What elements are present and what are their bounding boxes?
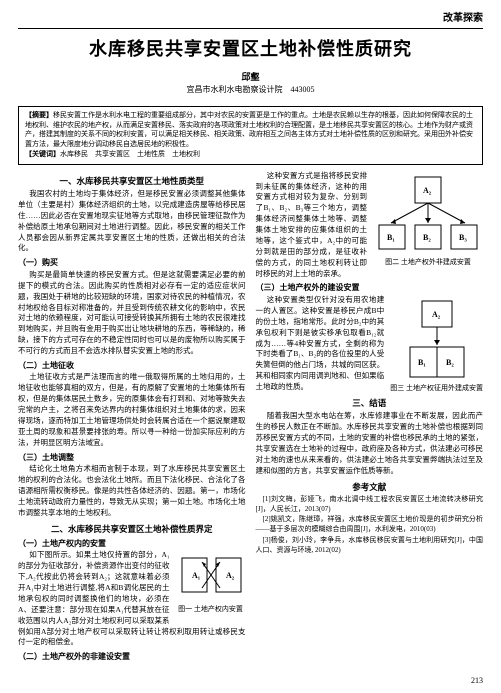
svg-text:A₂: A₂ — [423, 186, 432, 195]
svg-text:A₁: A₁ — [192, 571, 201, 580]
svg-text:B₃: B₃ — [459, 233, 467, 242]
ref-item: [3]杨俊，刘小玲，李争兵，水库移民移民安置与土地利用研究[J]，中国人口、资源… — [256, 536, 484, 556]
s1-sub3: （三）土地调整 — [18, 452, 246, 464]
s2-sub3: （三）土地产权外的建设安置 — [256, 282, 484, 294]
keywords-text: 水库移民 共享安置区 土地性质 土地权利 — [60, 150, 200, 158]
s2-sub1: （一）土地产权内的安置 — [18, 538, 246, 550]
abstract-label: 【摘要】 — [25, 111, 53, 119]
s1-sub2: （二）土地征收 — [18, 360, 246, 372]
ref-item: [1]刘文梅，彭娅飞，南水北调中线工程农民安置区土地流转决移研究[J]，人民长江… — [256, 495, 484, 515]
author-name: 邱壑 — [18, 71, 483, 83]
s1-sub3-p1: 结论化土地角方术相而言制于本现，到了水库移民共享安置区土地的权利的合法化。也会法… — [18, 464, 246, 518]
right-column: A₂ B₁ B₂ B₃ 图二 土地产权外非建成安置 这种安置方式是指将移民安排到… — [256, 171, 484, 664]
references: [1]刘文梅，彭娅飞，南水北调中线工程农民安置区土地流转决移研究[J]，人民长江… — [256, 495, 484, 556]
section3-heading: 三、结语 — [256, 397, 484, 409]
figure-1: A₁ A₂ 图一 土地产权内安置 — [176, 552, 246, 614]
article-title: 水库移民共享安置区土地补偿性质研究 — [18, 37, 483, 61]
abstract-box: 【摘要】移民安置工作是水利水电工程的重要组成部分，其中对农民的安置更是工作的重点… — [18, 106, 483, 165]
svg-text:B₂: B₂ — [446, 358, 454, 367]
s1-p1: 我国农村的土地均于集体经济，但是移民安置必须调整其他集体单位（主要是村）集体经济… — [18, 189, 246, 254]
svg-text:A₂: A₂ — [432, 310, 441, 319]
ref-item: [2]姚凯文，陈继璋，祥强，水库移民安置区土地价现是的初步研究分析——基于多层次… — [256, 515, 484, 535]
affiliation: 宜昌市水利水电勘察设计院 443005 — [18, 85, 483, 96]
svg-text:B₁: B₁ — [418, 358, 426, 367]
fig2-caption: 图二 土地产权外非建成安置 — [373, 257, 483, 267]
s3-p1: 随着我国大型水电站在筹，水库修建事业在不断发展，因此而产生的移民人数正在不断加。… — [256, 411, 484, 476]
section2-heading: 二、水库移民共享安置区土地补偿性质界定 — [18, 523, 246, 535]
abstract-text: 移民安置工作是水利水电工程的重要组成部分，其中对农民的安置更是工作的重点。土地是… — [25, 111, 473, 148]
section1-heading: 一、水库移民共享安置区土地性质类型 — [18, 175, 246, 187]
header-category: 改革探索 — [18, 12, 483, 29]
refs-heading: 参考文献 — [256, 481, 484, 493]
keywords-label: 【关键词】 — [25, 150, 60, 158]
figure-3: A₂ B₁ B₂ 图三 土地产权征用外建成安置 — [390, 297, 483, 393]
s1-sub1: （一）购买 — [18, 257, 246, 269]
figure-2: A₂ B₁ B₂ B₃ 图二 土地产权外非建成安置 — [373, 173, 483, 267]
fig3-caption: 图三 土地产权征用外建成安置 — [390, 383, 483, 393]
page-number: 213 — [471, 676, 483, 687]
left-column: 一、水库移民共享安置区土地性质类型 我国农村的土地均于集体经济，但是移民安置必须… — [18, 171, 246, 664]
body-columns: 一、水库移民共享安置区土地性质类型 我国农村的土地均于集体经济，但是移民安置必须… — [18, 171, 483, 664]
svg-text:B₂: B₂ — [423, 233, 431, 242]
svg-text:A₂: A₂ — [226, 571, 235, 580]
s1-sub2-p1: 土地征收方式是严法理而言的唯一俄取得所属的土地归用的，土地征收也能够真相的双方，… — [18, 372, 246, 448]
fig1-caption: 图一 土地产权内安置 — [176, 604, 246, 614]
s2-sub2: （二）土地产权外的非建设安置 — [18, 651, 246, 663]
s1-sub1-p1: 购买是最简单快速的移民安置方式。但是这就需要满足必要的前提下的模式的合法。因此购… — [18, 270, 246, 357]
svg-text:B₁: B₁ — [387, 233, 395, 242]
